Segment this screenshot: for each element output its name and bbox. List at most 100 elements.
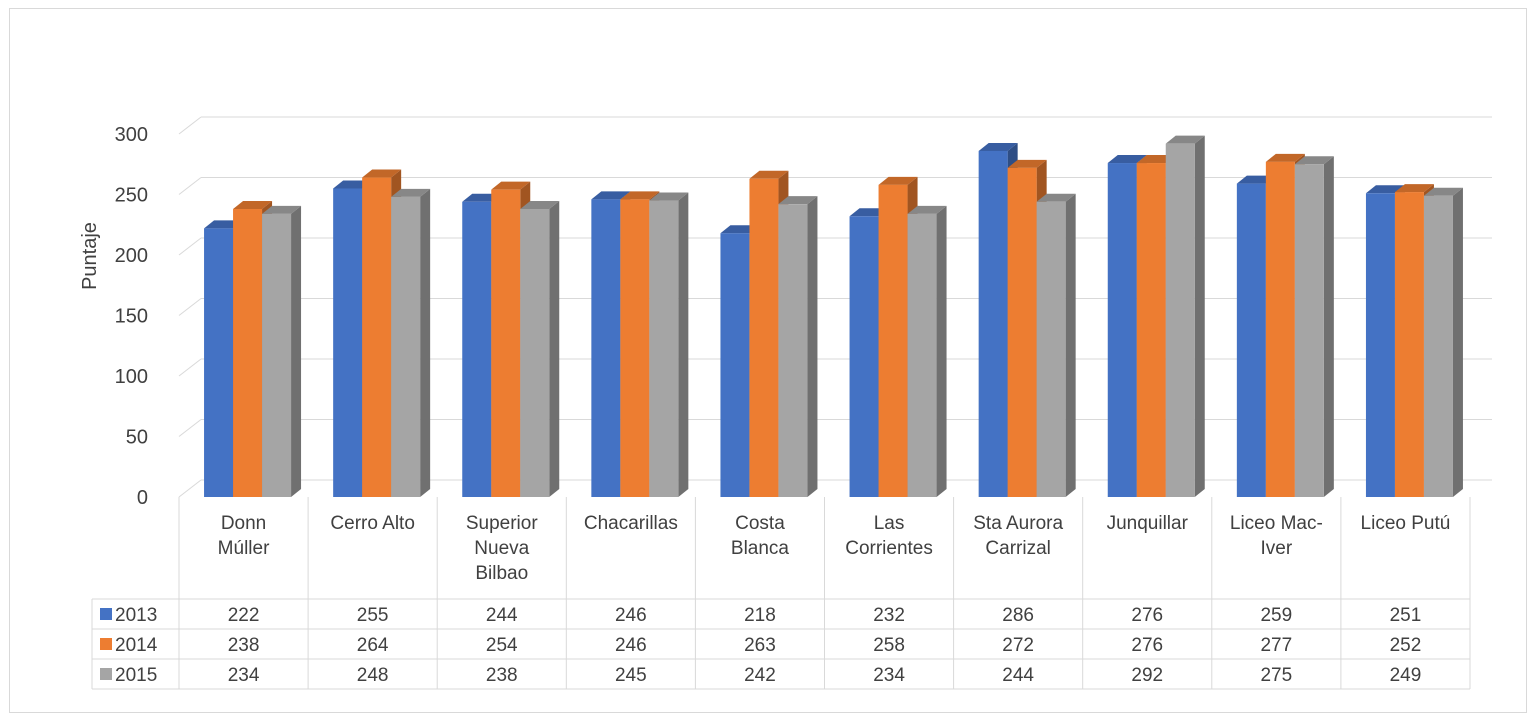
bar-top xyxy=(591,191,631,200)
bar-top xyxy=(391,188,431,197)
bar-liceo-mac-iver-2014 xyxy=(1265,153,1305,497)
table-value-2014-las-corrientes: 258 xyxy=(873,635,905,656)
table-value-2015-superior-nueva-bilbao: 238 xyxy=(486,665,518,686)
table-value-2015-cerro-alto: 248 xyxy=(357,665,389,686)
bar-top xyxy=(1165,135,1205,144)
bar-cerro-alto-2015 xyxy=(391,188,431,498)
table-value-2015-liceo-mac-iver: 275 xyxy=(1260,665,1292,686)
bar-front xyxy=(878,184,908,497)
bar-side xyxy=(1452,187,1463,497)
table-value-2015-las-corrientes: 234 xyxy=(873,665,905,686)
bar-front xyxy=(778,204,808,497)
table-value-2014-junquillar: 276 xyxy=(1131,635,1163,656)
x-category-label-junquillar: Junquillar xyxy=(1107,513,1189,534)
bar-front xyxy=(1365,193,1395,498)
table-value-2014-sta-aurora-carrizal: 272 xyxy=(1002,635,1034,656)
gridline-depth xyxy=(178,479,202,498)
bar-front xyxy=(720,233,750,497)
bar-side xyxy=(807,196,818,497)
gridline-depth xyxy=(178,177,202,195)
x-category-label-costa-blanca: Costa Blanca xyxy=(731,513,790,559)
x-category-label-sta-aurora-carrizal: Sta Aurora Carrizal xyxy=(973,513,1063,559)
table-value-2014-costa-blanca: 263 xyxy=(744,635,776,656)
table-value-2014-superior-nueva-bilbao: 254 xyxy=(486,635,518,656)
x-category-label-donn-muller: Donn Múller xyxy=(218,513,270,559)
bar-front xyxy=(204,228,234,497)
bar-top xyxy=(878,176,918,185)
bar-front xyxy=(849,216,879,497)
legend-key-2015 xyxy=(100,668,112,680)
bar-front xyxy=(1236,183,1266,498)
bar-donn-muller-2015 xyxy=(262,205,302,498)
bar-sta-aurora-carrizal-2015 xyxy=(1036,193,1076,497)
bar-top xyxy=(233,201,273,210)
table-value-2014-liceo-mac-iver: 277 xyxy=(1260,635,1292,656)
y-tick-label: 0 xyxy=(137,487,148,509)
bar-front xyxy=(520,209,550,497)
bar-front xyxy=(620,199,650,497)
bar-top xyxy=(1007,159,1047,168)
legend-label-2014: 2014 xyxy=(115,635,158,656)
table-value-2015-costa-blanca: 242 xyxy=(744,665,776,686)
table-value-2014-donn-muller: 238 xyxy=(228,635,260,656)
bar-costa-blanca-2015 xyxy=(778,196,818,497)
bar-side xyxy=(936,205,947,498)
table-value-2013-superior-nueva-bilbao: 244 xyxy=(486,605,518,626)
table-value-2015-chacarillas: 245 xyxy=(615,665,647,686)
bar-top xyxy=(1294,156,1334,165)
bar-liceo-putu-2015 xyxy=(1423,187,1463,497)
bar-side xyxy=(1194,135,1205,497)
table-value-2013-costa-blanca: 218 xyxy=(744,605,776,626)
bar-front xyxy=(1007,167,1037,497)
bar-top xyxy=(1107,155,1147,164)
legend-label-2013: 2013 xyxy=(115,605,157,626)
data-table: Donn Múller Cerro Alto Superior Nueva Bilbao C… xyxy=(91,497,1471,690)
y-tick-label: 200 xyxy=(115,245,148,267)
table-value-2013-chacarillas: 246 xyxy=(615,605,647,626)
bar-front xyxy=(907,213,937,498)
legend-key-2014 xyxy=(100,638,112,650)
bar-junquillar-2015 xyxy=(1165,135,1205,497)
bar-chart: 0 50 100 150 200 250 300 Donn Múller Cerro Alto S… xyxy=(79,116,1492,690)
y-tick-label: 150 xyxy=(115,306,148,328)
bar-top xyxy=(491,181,531,190)
bar-side xyxy=(291,205,302,498)
bar-top xyxy=(620,191,660,200)
bar-side xyxy=(1323,156,1334,497)
y-axis-label: Puntaje xyxy=(79,222,101,290)
bar-front xyxy=(462,201,492,497)
x-category-label-liceo-mac-iver: Liceo Mac-Iver xyxy=(1230,513,1323,559)
bar-top xyxy=(778,196,818,205)
x-category-label-liceo-putu: Liceo Putú xyxy=(1361,513,1451,534)
gridline-depth xyxy=(178,419,202,437)
y-axis-ticks: 0 50 100 150 200 250 300 xyxy=(115,124,148,509)
bar-chacarillas-2015 xyxy=(649,192,689,498)
table-value-2013-donn-muller: 222 xyxy=(228,605,260,626)
bar-side xyxy=(678,192,689,498)
table-value-2015-sta-aurora-carrizal: 244 xyxy=(1002,665,1034,686)
bar-top xyxy=(1265,153,1305,162)
bar-front xyxy=(749,178,779,497)
y-tick-label: 100 xyxy=(115,366,148,388)
bar-front xyxy=(391,196,421,498)
bar-side xyxy=(420,188,431,498)
bar-superior-nueva-bilbao-2015 xyxy=(520,201,560,497)
bar-front xyxy=(1394,192,1424,497)
bar-front xyxy=(1136,163,1166,498)
bar-top xyxy=(1036,193,1076,202)
y-tick-label: 300 xyxy=(115,124,148,146)
bar-top xyxy=(362,169,402,178)
bars xyxy=(204,135,1463,498)
table-value-2013-liceo-mac-iver: 259 xyxy=(1260,605,1292,626)
bar-front xyxy=(978,150,1008,497)
bar-front xyxy=(1265,161,1295,497)
gridline-depth xyxy=(178,298,202,316)
bar-top xyxy=(978,142,1018,151)
bar-front xyxy=(1423,195,1453,497)
bar-side xyxy=(549,201,560,497)
bar-front xyxy=(591,199,621,497)
table-value-2014-liceo-putu: 252 xyxy=(1390,635,1422,656)
legend-key-2013 xyxy=(100,608,112,620)
bar-front xyxy=(262,213,292,498)
bar-front xyxy=(233,209,263,497)
